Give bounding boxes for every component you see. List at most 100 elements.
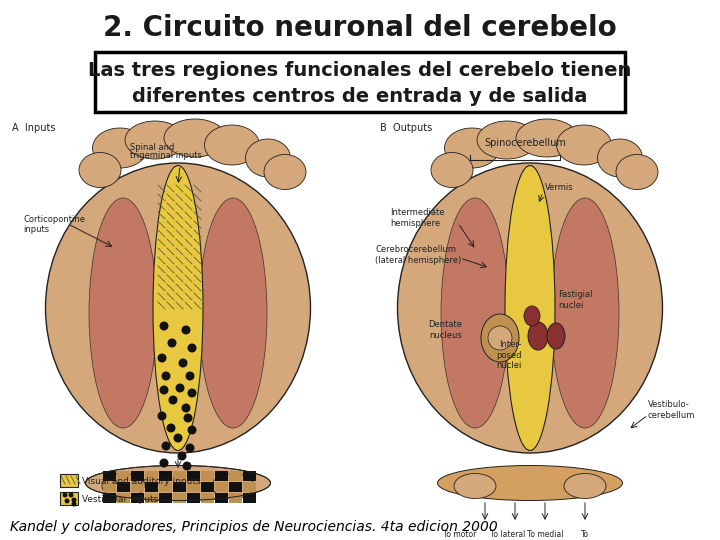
Circle shape (181, 326, 191, 334)
Bar (173, 471, 186, 481)
Circle shape (168, 395, 178, 404)
Bar (243, 493, 256, 503)
Circle shape (176, 383, 184, 393)
Circle shape (186, 443, 194, 453)
Ellipse shape (524, 306, 540, 326)
Circle shape (63, 492, 68, 497)
Bar (215, 471, 228, 481)
Bar (145, 493, 158, 503)
Ellipse shape (505, 165, 555, 450)
Bar (131, 493, 144, 503)
Bar (117, 482, 130, 492)
Bar (103, 493, 116, 503)
Circle shape (174, 434, 182, 442)
Ellipse shape (153, 165, 203, 450)
Text: Dentate
nucleus: Dentate nucleus (428, 320, 462, 340)
Text: A  Inputs: A Inputs (12, 123, 55, 133)
Text: Vestibulo-
cerebellum: Vestibulo- cerebellum (648, 400, 696, 420)
Text: To motor
and promotor
cortices: To motor and promotor cortices (433, 530, 486, 540)
Ellipse shape (454, 474, 496, 498)
Text: Spinal and: Spinal and (130, 143, 174, 152)
Bar (201, 482, 214, 492)
Ellipse shape (481, 314, 519, 362)
Circle shape (181, 403, 191, 413)
Ellipse shape (264, 154, 306, 190)
Text: inputs: inputs (23, 225, 49, 233)
Bar (117, 471, 130, 481)
Ellipse shape (125, 121, 185, 159)
Ellipse shape (547, 323, 565, 349)
Text: 2. Circuito neuronal del cerebelo: 2. Circuito neuronal del cerebelo (103, 14, 617, 42)
Bar (201, 493, 214, 503)
Ellipse shape (79, 152, 121, 187)
Bar (60, 492, 78, 505)
FancyBboxPatch shape (95, 52, 625, 112)
Text: Las tres regiones funcionales del cerebelo tienen: Las tres regiones funcionales del cerebe… (89, 62, 631, 80)
Ellipse shape (204, 125, 259, 165)
Bar (187, 493, 200, 503)
Ellipse shape (45, 163, 310, 453)
Bar (145, 482, 158, 492)
Ellipse shape (89, 198, 157, 428)
Bar (131, 482, 144, 492)
Bar (60, 474, 78, 487)
Bar (229, 482, 242, 492)
Text: To
vestibular
nuclei: To vestibular nuclei (566, 530, 604, 540)
Circle shape (187, 343, 197, 353)
Circle shape (187, 426, 197, 435)
Circle shape (186, 372, 194, 381)
Bar (103, 482, 116, 492)
Bar (229, 471, 242, 481)
Ellipse shape (557, 125, 611, 165)
Circle shape (160, 321, 168, 330)
Text: Fastigial
nuclei: Fastigial nuclei (558, 291, 593, 310)
Text: To medial
descending
systems: To medial descending systems (523, 530, 567, 540)
Bar (187, 482, 200, 492)
Bar (145, 471, 158, 481)
Bar (215, 482, 228, 492)
Bar (215, 493, 228, 503)
Ellipse shape (212, 474, 254, 498)
Bar (131, 471, 144, 481)
Ellipse shape (564, 474, 606, 498)
Circle shape (161, 372, 171, 381)
Ellipse shape (438, 465, 623, 501)
Ellipse shape (444, 128, 500, 168)
Ellipse shape (616, 154, 658, 190)
Text: trigeminal inputs: trigeminal inputs (130, 152, 202, 160)
Bar (159, 493, 172, 503)
Ellipse shape (86, 465, 271, 501)
Circle shape (488, 326, 512, 350)
Bar (187, 471, 200, 481)
Text: Cerebrocerebellum
(lateral hemisphere): Cerebrocerebellum (lateral hemisphere) (375, 245, 462, 265)
Ellipse shape (598, 139, 642, 177)
Circle shape (184, 414, 192, 422)
Bar (117, 493, 130, 503)
Ellipse shape (441, 198, 509, 428)
Ellipse shape (516, 119, 578, 157)
Ellipse shape (246, 139, 290, 177)
Circle shape (187, 388, 197, 397)
Ellipse shape (199, 198, 267, 428)
Bar (159, 482, 172, 492)
Text: Spinocerebellum: Spinocerebellum (484, 138, 566, 148)
Circle shape (166, 423, 176, 433)
Text: Vestibular inputs: Vestibular inputs (82, 495, 158, 503)
Text: Vermis: Vermis (545, 184, 574, 192)
Bar (243, 471, 256, 481)
Circle shape (179, 359, 187, 368)
Bar (229, 493, 242, 503)
Circle shape (158, 354, 166, 362)
Text: Visual and auditory inputs: Visual and auditory inputs (82, 476, 201, 485)
Text: To lateral
descending
systems: To lateral descending systems (486, 530, 530, 540)
Text: Kandel y colaboradores, Principios de Neurociencias. 4ta edicion 2000: Kandel y colaboradores, Principios de Ne… (10, 520, 498, 534)
Bar (201, 471, 214, 481)
Circle shape (71, 497, 76, 503)
Circle shape (68, 492, 73, 497)
Ellipse shape (551, 198, 619, 428)
Ellipse shape (477, 121, 537, 159)
Circle shape (71, 502, 76, 507)
Ellipse shape (92, 128, 148, 168)
Text: Intermediate
hemisphere: Intermediate hemisphere (390, 208, 444, 228)
Text: diferentes centros de entrada y de salida: diferentes centros de entrada y de salid… (132, 87, 588, 106)
